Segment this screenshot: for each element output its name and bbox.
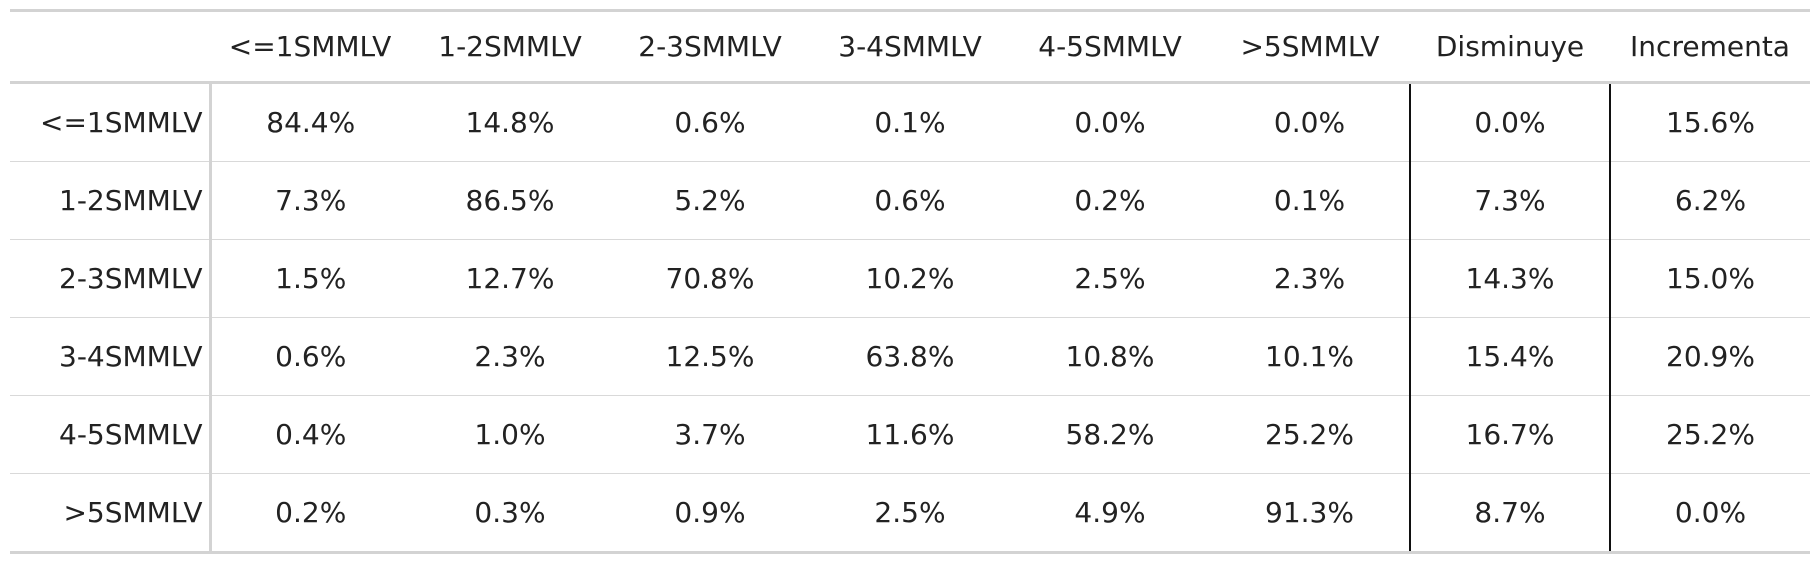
table-cell: 15.4% — [1409, 317, 1610, 396]
table-cell: 12.7% — [410, 239, 610, 318]
table-cell: 3.7% — [610, 395, 810, 474]
table-cell: 11.6% — [810, 395, 1010, 474]
column-header: >5SMMLV — [1210, 10, 1410, 84]
table-cell: 10.2% — [810, 239, 1010, 318]
table-row: >5SMMLV 0.2% 0.3% 0.9% 2.5% 4.9% 91.3% 8.7% 0.0% — [10, 473, 1810, 553]
table-cell: 0.3% — [474, 496, 546, 529]
table-cell: 6.2% — [1609, 161, 1810, 240]
table-cell: 2.3% — [410, 317, 610, 396]
table-cell: 0.6% — [210, 317, 410, 396]
table-cell: 7.3% — [1409, 161, 1610, 240]
table-cell: 0.1% — [810, 82, 1010, 162]
table-cell: 0.6% — [610, 82, 810, 162]
table-cell: 1.0% — [410, 395, 610, 474]
column-header: Disminuye — [1410, 10, 1610, 84]
header-row: <=1SMMLV 1-2SMMLV 2-3SMMLV 3-4SMMLV 4-5SMMLV… — [10, 10, 1810, 84]
table-row: 1-2SMMLV 7.3% 86.5% 5.2% 0.6% 0.2% 0.1% 7.3% 6.2… — [10, 161, 1810, 240]
table-cell: 0.0% — [1010, 82, 1210, 162]
table-cell: 2.3% — [1210, 239, 1410, 318]
table-cell: 0.4% — [210, 395, 410, 474]
transition-table: <=1SMMLV 1-2SMMLV 2-3SMMLV 3-4SMMLV 4-5SMMLV… — [10, 9, 1810, 554]
table-cell: 0.0% — [1609, 473, 1810, 553]
table-cell: 5.2% — [610, 161, 810, 240]
table-cell: 2.5% — [1010, 239, 1210, 318]
table-cell: 0.6% — [810, 161, 1010, 240]
table-cell: 91.3% — [1265, 496, 1354, 529]
table-cell: 10.8% — [1010, 317, 1210, 396]
table-cell: 0.2% — [1010, 161, 1210, 240]
column-header: 3-4SMMLV — [810, 10, 1010, 84]
table-cell: 15.0% — [1609, 239, 1810, 318]
table-cell: 15.6% — [1609, 82, 1810, 162]
column-header-stub — [10, 10, 210, 84]
row-label: 2-3SMMLV — [10, 239, 212, 318]
row-label: 3-4SMMLV — [10, 317, 212, 396]
table-body: <=1SMMLV 84.4% 14.8% 0.6% 0.1% 0.0% 0.0% 0.0% 15… — [10, 82, 1810, 553]
table-cell: 84.4% — [210, 82, 410, 162]
table-cell: 0.0% — [1210, 82, 1410, 162]
table-cell: 7.3% — [210, 161, 410, 240]
row-label: <=1SMMLV — [10, 82, 212, 162]
table-cell: 58.2% — [1010, 395, 1210, 474]
table-cell: 63.8% — [810, 317, 1010, 396]
column-header: <=1SMMLV — [210, 10, 410, 84]
column-header: 1-2SMMLV — [410, 10, 610, 84]
table-cell: 0.2% — [275, 496, 347, 529]
table-cell: 20.9% — [1609, 317, 1810, 396]
table-cell: 8.7% — [1409, 473, 1610, 553]
table-cell: 25.2% — [1609, 395, 1810, 474]
table-cell: 2.5% — [874, 496, 946, 529]
table-cell: 0.1% — [1210, 161, 1410, 240]
table-cell: 14.8% — [410, 82, 610, 162]
row-label: 4-5SMMLV — [10, 395, 212, 474]
row-label: 1-2SMMLV — [10, 161, 212, 240]
table-cell: 70.8% — [610, 239, 810, 318]
table-row: 3-4SMMLV 0.6% 2.3% 12.5% 63.8% 10.8% 10.1% 15.4… — [10, 317, 1810, 396]
table-row: <=1SMMLV 84.4% 14.8% 0.6% 0.1% 0.0% 0.0% 0.0% 15… — [10, 82, 1810, 162]
table-cell: 10.1% — [1210, 317, 1410, 396]
table-cell: 0.0% — [1409, 82, 1610, 162]
column-header: 4-5SMMLV — [1010, 10, 1210, 84]
column-header: Incrementa — [1610, 10, 1810, 84]
table-row: 2-3SMMLV 1.5% 12.7% 70.8% 10.2% 2.5% 2.3% 14.3%… — [10, 239, 1810, 318]
row-label: >5SMMLV — [10, 473, 212, 553]
column-header: 2-3SMMLV — [610, 10, 810, 84]
table-cell: 16.7% — [1409, 395, 1610, 474]
table-cell: 12.5% — [610, 317, 810, 396]
table-cell: 0.9% — [674, 496, 746, 529]
table-cell: 86.5% — [410, 161, 610, 240]
table-cell: 25.2% — [1210, 395, 1410, 474]
table-row: 4-5SMMLV 0.4% 1.0% 3.7% 11.6% 58.2% 25.2% 16.7%… — [10, 395, 1810, 474]
table-cell: 14.3% — [1409, 239, 1610, 318]
table-cell: 1.5% — [210, 239, 410, 318]
table-header: <=1SMMLV 1-2SMMLV 2-3SMMLV 3-4SMMLV 4-5SMMLV… — [10, 10, 1810, 84]
table-cell: 4.9% — [1074, 496, 1146, 529]
